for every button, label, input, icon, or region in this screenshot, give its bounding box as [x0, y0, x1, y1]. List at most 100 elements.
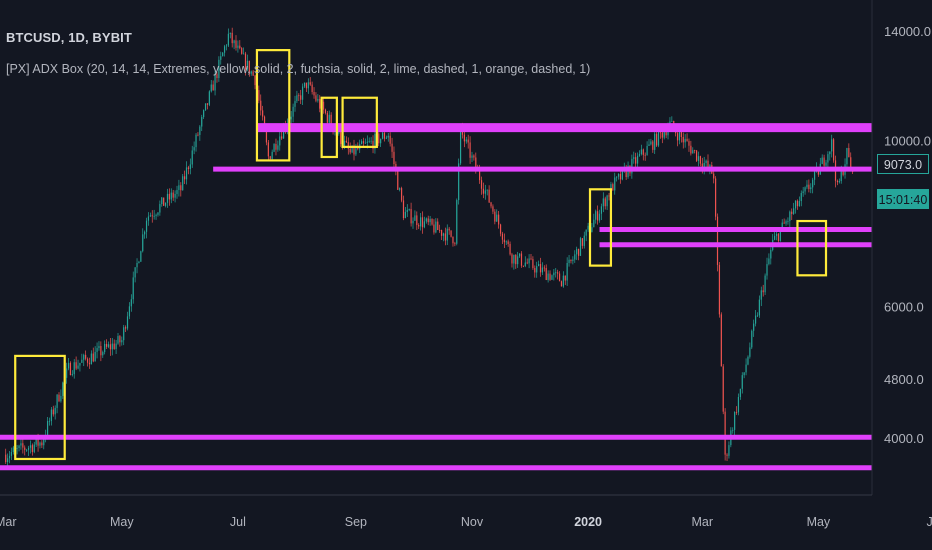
candle-body [581, 238, 583, 246]
candle-body [303, 82, 306, 87]
extreme-boxes [14, 49, 828, 461]
candle-body [509, 243, 511, 255]
candle-body [751, 330, 753, 348]
candle-body [528, 258, 530, 264]
candle-body [486, 189, 488, 191]
candle-body [345, 140, 347, 143]
candle-body [29, 445, 32, 448]
candle-body [300, 95, 302, 100]
price-tick-label: 4000.0 [884, 431, 924, 446]
candle-body [585, 229, 587, 236]
candle-body [7, 458, 9, 463]
price-tick-label: 10000.0 [884, 133, 931, 148]
candle-body [187, 167, 190, 170]
price-tick-label: 4800.0 [884, 372, 924, 387]
indicator-legend[interactable]: [PX] ADX Box (20, 14, 14, Extremes, yell… [6, 62, 591, 76]
candle-body [421, 217, 424, 228]
candle-body [456, 200, 458, 244]
candle-body [838, 181, 840, 183]
candle-body [831, 139, 833, 152]
candle-body [275, 143, 277, 150]
candle-body [802, 191, 804, 193]
candle-body [5, 454, 7, 463]
candle-body [66, 368, 68, 378]
candle-body [193, 147, 195, 151]
candle-body [570, 259, 572, 261]
candle-body [671, 120, 673, 122]
candle-body [709, 165, 711, 168]
candle-body [747, 356, 749, 365]
candle-body [661, 132, 663, 138]
candle-body [617, 174, 620, 177]
candle-body [361, 141, 363, 145]
candle-body [163, 197, 165, 206]
candle-body [732, 429, 734, 431]
candle-body [690, 145, 692, 154]
candle-body [69, 362, 72, 375]
candle-body [182, 176, 184, 191]
candle-body [840, 170, 842, 182]
candle-body [749, 347, 751, 357]
candle-body [539, 264, 542, 273]
candle-body [518, 253, 521, 257]
candle-body [185, 167, 188, 180]
candle-body [716, 216, 719, 265]
candle-body [836, 180, 839, 183]
candle-body [227, 33, 229, 46]
candle-body [307, 82, 309, 89]
candle-body [246, 60, 249, 70]
candle-body [208, 91, 210, 105]
candle-body [758, 299, 760, 316]
candle-body [18, 445, 20, 449]
candle-body [821, 157, 823, 164]
candle-body [810, 187, 812, 190]
candle-body [391, 143, 393, 152]
candle-body [201, 117, 203, 127]
candle-body [37, 438, 39, 446]
candle-body [98, 346, 100, 349]
candle-body [524, 262, 526, 267]
candle-body [142, 234, 144, 252]
candle-body [48, 420, 51, 422]
candle-body [130, 299, 132, 307]
candle-body [410, 209, 412, 224]
candle-body [680, 131, 682, 138]
candle-body [433, 224, 435, 233]
candle-body [412, 220, 414, 224]
candle-body [189, 164, 191, 170]
candle-body [223, 46, 226, 53]
candle-body [492, 206, 494, 212]
candle-body [311, 84, 313, 92]
candle-body [583, 235, 585, 246]
candle-body [467, 139, 469, 143]
extreme-box [320, 96, 338, 159]
candle-body [597, 211, 599, 221]
candle-body [16, 448, 18, 449]
candle-body [166, 193, 169, 203]
candle-body [663, 131, 665, 138]
candle-body [439, 230, 441, 231]
candle-body [197, 134, 199, 136]
candle-body [416, 215, 418, 226]
candle-body [86, 358, 89, 363]
candle-body [184, 176, 186, 180]
candle-body [553, 272, 555, 276]
candle-body [269, 156, 271, 159]
candle-body [241, 48, 243, 54]
candle-body [604, 198, 606, 207]
candle-body [273, 143, 275, 152]
candle-body [46, 421, 49, 436]
candle-body [726, 454, 728, 456]
candle-body [787, 221, 789, 222]
candle-body [745, 364, 747, 373]
candle-body [404, 211, 406, 219]
candle-body [400, 188, 403, 201]
candle-body [368, 141, 370, 142]
candle-body [199, 126, 201, 135]
candle-body [33, 444, 35, 452]
candle-body [505, 241, 507, 243]
candle-body [520, 253, 523, 266]
candle-body [229, 32, 231, 34]
